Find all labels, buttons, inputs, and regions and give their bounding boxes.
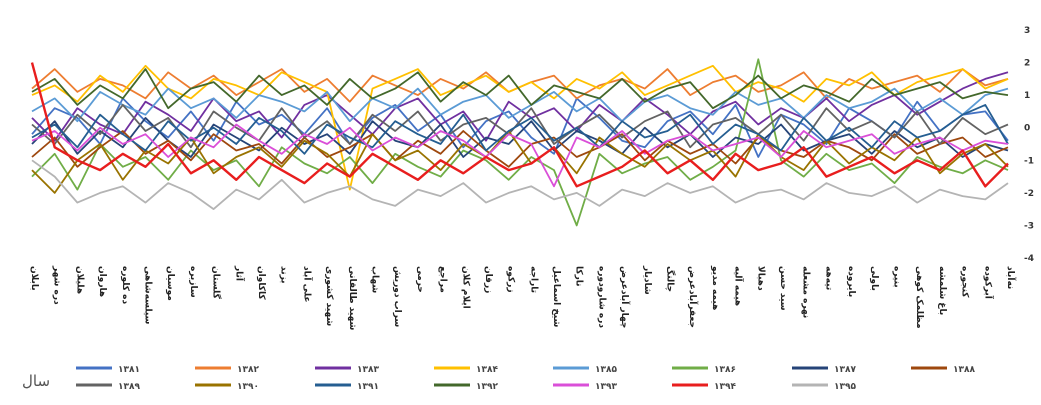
x-tick-label: علی آباد (301, 266, 313, 303)
x-tick-label: گلستان (211, 266, 223, 300)
legend-label: ۱۳۹۳ (595, 382, 617, 392)
legend-label: ۱۳۹۵ (834, 382, 856, 392)
series-line-14 (31, 159, 1009, 211)
legend-label: ۱۳۸۶ (714, 365, 736, 375)
x-tick-label: بنیره (892, 266, 902, 288)
x-tick-label: باغ شلمشه (937, 266, 947, 315)
series-line-2 (31, 71, 1009, 142)
legend-title: سال (22, 372, 50, 390)
x-tick-label: بابلان (29, 266, 39, 291)
series-line-3 (31, 64, 1009, 191)
legend-label: ۱۳۸۲ (237, 365, 259, 375)
x-tick-label: نارکا (574, 266, 584, 287)
series-line-13 (30, 62, 1009, 188)
x-tick-label: بزند (279, 266, 289, 284)
x-tick-label: دره شهر (52, 265, 62, 305)
x-tick-label: باولی (869, 266, 879, 291)
legend-label: ۱۳۸۷ (834, 365, 856, 375)
x-tick-label: شادیار (642, 265, 652, 295)
x-tick-label: کنجوره (960, 266, 970, 298)
x-tick-label: جعفرآبادعرض (687, 266, 699, 328)
y-tick-label: 3 (1024, 26, 1030, 36)
series-line-11 (31, 68, 1009, 110)
legend-label: ۱۳۸۴ (476, 365, 498, 375)
legend: ۱۳۸۱ ۱۳۸۲ ۱۳۸۳ ۱۳۸۴ ۱۳۸۵ ۱۳۸۶ ۱۳۸۷ ۱۳۸۸ ۱۳۸۹ ۱۳۹۰… (22, 365, 975, 392)
y-tick-label: -1 (1024, 156, 1034, 166)
series-line-12 (31, 123, 1009, 188)
x-tick-label: هلیلان (74, 266, 84, 294)
x-axis: بابلان دره شهر هلیلان هاروان ده کلوره سیلسه‌ش… (29, 265, 1017, 331)
x-tick-label: دره شارودوره (596, 266, 606, 328)
x-tick-label: سراب دوریش (392, 266, 402, 327)
x-tick-label: شیخ اسماعیل (551, 266, 561, 327)
y-tick-label: -4 (1024, 254, 1034, 264)
x-tick-label: هیمه مدیو (710, 265, 720, 310)
x-tick-label: سیلسه‌شاهی (142, 266, 152, 325)
legend-label: ۱۳۹۰ (237, 382, 259, 392)
y-tick-label: 1 (1024, 91, 1030, 101)
series-line-4 (31, 87, 1009, 123)
legend-label: ۱۳۹۲ (476, 382, 498, 392)
x-tick-label: چهار آبادعرض (619, 266, 631, 328)
series-line-9 (31, 130, 1009, 194)
legend-label: ۱۳۹۴ (714, 382, 736, 392)
y-tick-label: 0 (1024, 124, 1030, 134)
x-tick-label: شهید کشوری (324, 266, 334, 326)
x-tick-label: مظلمک کوهی (914, 266, 924, 329)
y-tick-label: -2 (1024, 189, 1034, 199)
x-tick-label: ایلام کلان (460, 266, 470, 309)
series-line-6 (31, 117, 1009, 158)
x-tick-label: موسیان (165, 266, 175, 301)
legend-label: ۱۳۸۸ (953, 365, 975, 375)
x-tick-label: شهاب (369, 266, 379, 293)
legend-label: ۱۳۸۳ (357, 365, 379, 375)
legend-label: ۱۳۸۹ (118, 382, 140, 392)
x-tick-label: نهره مشعله (801, 266, 811, 318)
x-tick-label: تاراجه (528, 266, 538, 293)
legend-label: ۱۳۸۱ (118, 365, 140, 375)
x-tick-label: شهید طالقانی (347, 266, 357, 331)
x-tick-label: دهبالا (755, 266, 765, 291)
plot-lines (30, 58, 1009, 227)
legend-label: ۱۳۹۱ (357, 382, 379, 392)
x-tick-label: چالنگ (665, 266, 677, 292)
y-axis: 3 2 1 0 -1 -2 -3 -4 (1024, 26, 1034, 264)
x-tick-label: سید حسن (778, 266, 788, 311)
x-tick-label: حرمی (415, 266, 425, 293)
x-tick-label: زرقان (483, 266, 493, 293)
x-tick-label: بایروده (846, 266, 856, 297)
x-tick-label: آبرکوده (982, 266, 994, 300)
x-tick-label: زرکوه (506, 266, 516, 293)
x-tick-label: کاکاوان (256, 266, 266, 300)
y-tick-label: 2 (1024, 59, 1030, 69)
x-tick-label: هاروان (97, 266, 107, 297)
x-tick-label: نه‌آباد (1005, 266, 1017, 289)
y-tick-label: -3 (1024, 221, 1034, 231)
series-line-7 (31, 130, 1009, 168)
x-tick-label: ده کلوره (120, 266, 130, 304)
x-tick-label: آثار (233, 265, 245, 282)
x-tick-label: هیمه آلیه (733, 266, 745, 306)
series-line-8 (31, 104, 1009, 149)
x-tick-label: تیه‌هه (823, 266, 833, 290)
x-tick-label: سازبره (188, 266, 198, 298)
x-tick-label: مراجع (438, 266, 448, 293)
legend-label: ۱۳۸۵ (595, 365, 617, 375)
